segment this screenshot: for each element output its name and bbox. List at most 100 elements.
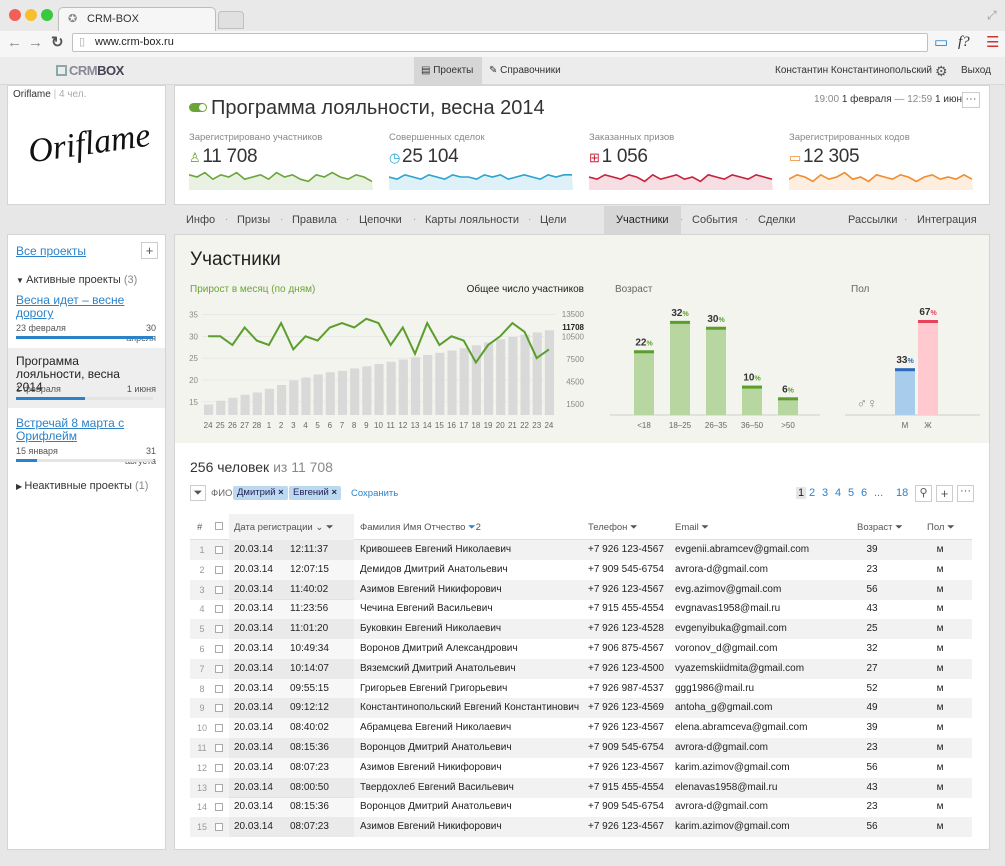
select-all-checkbox[interactable] [215,522,223,530]
page-link[interactable]: 6 [861,487,868,499]
row-checkbox[interactable] [215,684,223,693]
new-tab-button[interactable] [218,11,244,29]
minimize-window-button[interactable] [25,9,37,21]
maximize-window-button[interactable] [41,9,53,21]
filter-icon[interactable]: ⏷ [895,522,903,533]
row-checkbox[interactable] [215,585,223,594]
col-sex[interactable]: Пол ⏷ [927,522,955,533]
all-projects-link[interactable]: Все проекты [16,244,87,258]
row-checkbox[interactable] [215,724,223,733]
nav-projects[interactable]: ▤ Проекты [414,57,482,85]
col-phone[interactable]: Телефон ⏷ [588,522,638,533]
project-active-toggle[interactable] [189,103,207,112]
row-checkbox[interactable] [215,763,223,772]
add-project-button[interactable]: + [141,242,158,259]
tab-participants[interactable]: Участники [616,214,669,226]
col-age[interactable]: Возраст ⏷ [857,522,903,533]
screen-icon[interactable]: ▭ [934,34,949,51]
table-row[interactable]: 8 20.03.14 09:55:15 Григорьев Евгений Григо… [190,679,972,699]
browser-tab[interactable]: ✪ CRM-BOX [58,7,216,31]
filter-active-icon[interactable]: ⏷ [468,522,476,533]
filter-icon[interactable]: ⏷ [326,522,334,533]
app-logo[interactable]: CRMBOX [56,63,124,78]
search-button[interactable]: ⚲ [915,485,932,502]
table-row[interactable]: 15 20.03.14 08:07:23 Азимов Евгений Никифор… [190,817,972,838]
sidebar-project-link[interactable]: Весна идет – весне дорогу [16,293,125,320]
table-row[interactable]: 4 20.03.14 11:23:56 Чечина Евгений Васильев… [190,599,972,619]
tab-goals[interactable]: Цели [540,214,567,226]
row-checkbox[interactable] [215,704,223,713]
row-checkbox[interactable] [215,605,223,614]
table-row[interactable]: 11 20.03.14 08:15:36 Воронцов Дмитрий Анато… [190,738,972,758]
address-bar[interactable]: ▯ www.crm-box.ru [72,33,928,52]
tab-events[interactable]: События [692,214,738,226]
more-button[interactable]: ··· [957,485,974,502]
tab-integration[interactable]: Интеграция [917,214,977,226]
table-row[interactable]: 10 20.03.14 08:40:02 Абрамцева Евгений Нико… [190,718,972,738]
table-row[interactable]: 7 20.03.14 10:14:07 Вяземский Дмитрий Анато… [190,658,972,679]
project-more-button[interactable]: ··· [962,92,980,108]
table-row[interactable]: 9 20.03.14 09:12:12 Константинопольский Евг… [190,698,972,719]
tab-mailings[interactable]: Рассылки [848,214,898,226]
age-bar [670,320,690,415]
remove-tag-icon[interactable]: × [278,487,284,498]
active-projects-header[interactable]: ▼ Активные проекты (3) [16,274,137,286]
table-row[interactable]: 12 20.03.14 08:07:23 Азимов Евгений Никифор… [190,758,972,778]
row-checkbox[interactable] [215,565,223,574]
filter-icon[interactable]: ⏷ [947,522,955,533]
extension-icon[interactable]: ☰ [986,34,1000,51]
filter-tag[interactable]: Дмитрий × [233,486,288,500]
tab-chains[interactable]: Цепочки [359,214,402,226]
fullscreen-icon[interactable]: ⤢ [987,8,997,22]
table-row[interactable]: 2 20.03.14 12:07:15 Демидов Дмитрий Анатоль… [190,560,972,580]
tab-rules[interactable]: Правила [292,214,337,226]
row-checkbox[interactable] [215,823,223,832]
filter-icon[interactable]: ⏷ [630,522,638,533]
page-link[interactable]: 4 [835,487,842,499]
tab-loyalty-cards[interactable]: Карты лояльности [425,214,520,226]
reload-icon[interactable]: ↻ [51,34,64,51]
org-name[interactable]: Oriflame [13,89,51,100]
row-checkbox[interactable] [215,645,223,653]
table-row[interactable]: 6 20.03.14 10:49:34 Воронов Дмитрий Алексан… [190,639,972,659]
function-icon[interactable]: f? [958,34,970,50]
col-email[interactable]: Email ⏷ [675,522,709,533]
table-row[interactable]: 5 20.03.14 11:01:20 Буковкин Евгений Никола… [190,619,972,640]
forward-icon[interactable]: → [28,34,43,51]
row-checkbox[interactable] [215,664,223,673]
filter-icon[interactable]: ⏷ [701,522,710,533]
sidebar-project-link[interactable]: Встречай 8 марта с Орифлейм [16,416,125,443]
page-link[interactable]: 1 [796,487,807,499]
close-window-button[interactable] [9,9,21,21]
inactive-projects-header[interactable]: ▶ Неактивные проекты (1) [16,480,148,492]
nav-references[interactable]: ✎ Справочники [489,57,561,85]
tab-info[interactable]: Инфо [186,214,216,226]
row-checkbox[interactable] [215,546,223,554]
tab-prizes[interactable]: Призы [237,214,271,226]
sidebar-project-link[interactable]: Программа лояльности, весна 2014 [16,354,120,394]
page-link[interactable]: 2 [809,487,816,499]
row-checkbox[interactable] [215,783,223,792]
filter-tag[interactable]: Евгений × [289,486,341,500]
table-row[interactable]: 1 20.03.14 12:11:37 Кривошеев Евгений Никол… [190,540,972,560]
row-checkbox[interactable] [215,803,223,812]
page-link[interactable]: 18 [896,487,909,499]
logout-link[interactable]: Выход [961,65,991,76]
back-icon[interactable]: ← [7,34,22,51]
add-participant-button[interactable]: + [936,485,953,502]
filter-button[interactable]: ⏷ [190,485,206,501]
page-link[interactable]: 3 [822,487,829,499]
page-link[interactable]: 5 [848,487,855,499]
tab-deals[interactable]: Сделки [758,214,796,226]
save-filter-link[interactable]: Сохранить [351,488,399,499]
user-name[interactable]: Константин Константинопольский [775,65,932,76]
row-checkbox[interactable] [215,744,223,752]
col-date[interactable]: Дата регистрации ⌄ ⏷ [234,522,334,533]
row-checkbox[interactable] [215,625,223,634]
table-row[interactable]: 14 20.03.14 08:15:36 Воронцов Дмитрий Анато… [190,797,972,817]
table-row[interactable]: 3 20.03.14 11:40:02 Азимов Евгений Никифоро… [190,579,972,600]
remove-tag-icon[interactable]: × [331,487,337,498]
gear-icon[interactable]: ⚙ [935,63,948,79]
col-name[interactable]: Фамилия Имя Отчество ⏷2 [360,522,481,533]
table-row[interactable]: 13 20.03.14 08:00:50 Твердохлеб Евгений Вас… [190,777,972,798]
